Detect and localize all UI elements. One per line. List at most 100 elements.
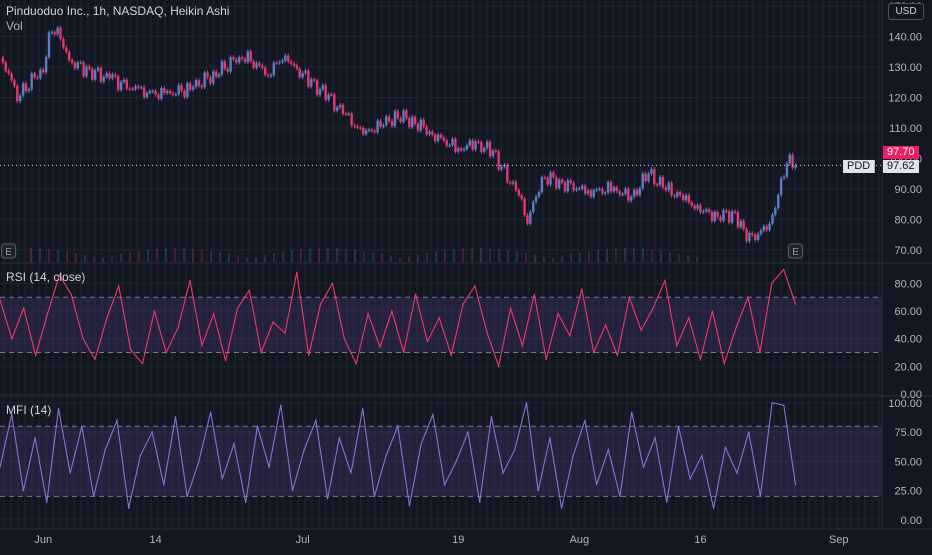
price-candle[interactable] xyxy=(275,62,278,64)
price-candle[interactable] xyxy=(500,166,503,170)
price-candle[interactable] xyxy=(385,116,388,126)
price-candle[interactable] xyxy=(361,127,365,135)
price-candle[interactable] xyxy=(396,111,399,119)
price-candle[interactable] xyxy=(670,182,673,196)
price-candle[interactable] xyxy=(376,120,379,133)
price-candle[interactable] xyxy=(704,209,708,212)
price-candle[interactable] xyxy=(673,195,676,197)
price-candle[interactable] xyxy=(514,181,518,191)
price-candle[interactable] xyxy=(174,94,178,96)
price-candle[interactable] xyxy=(474,141,477,150)
price-candle[interactable] xyxy=(624,188,627,194)
price-candle[interactable] xyxy=(67,51,71,61)
price-candle[interactable] xyxy=(595,189,598,191)
price-candle[interactable] xyxy=(676,192,679,197)
price-candle[interactable] xyxy=(209,77,212,84)
price-candle[interactable] xyxy=(318,89,322,95)
price-candle[interactable] xyxy=(416,123,420,131)
price-candle[interactable] xyxy=(70,60,74,63)
price-candle[interactable] xyxy=(217,74,221,77)
price-candle[interactable] xyxy=(122,79,126,82)
price-candle[interactable] xyxy=(148,91,152,93)
price-candle[interactable] xyxy=(142,87,146,98)
price-candle[interactable] xyxy=(454,139,457,152)
price-candle[interactable] xyxy=(508,182,512,184)
price-candle[interactable] xyxy=(206,72,209,78)
price-candle[interactable] xyxy=(586,190,590,194)
price-candle[interactable] xyxy=(214,71,218,77)
price-candle[interactable] xyxy=(557,179,561,188)
rsi-line[interactable] xyxy=(0,268,797,369)
price-candle[interactable] xyxy=(53,32,56,35)
price-candle[interactable] xyxy=(370,129,374,131)
price-candle[interactable] xyxy=(93,70,97,80)
price-candle[interactable] xyxy=(413,116,417,124)
price-candle[interactable] xyxy=(373,130,376,133)
price-candle[interactable] xyxy=(255,63,258,68)
price-candle[interactable] xyxy=(269,75,273,77)
price-candle[interactable] xyxy=(235,59,238,63)
price-candle[interactable] xyxy=(532,201,535,212)
price-candle[interactable] xyxy=(546,177,549,185)
price-candle[interactable] xyxy=(350,113,353,126)
price-candle[interactable] xyxy=(491,150,495,157)
price-candle[interactable] xyxy=(774,207,777,215)
price-candle[interactable] xyxy=(485,141,489,149)
price-candle[interactable] xyxy=(82,62,85,77)
price-candle[interactable] xyxy=(733,211,737,213)
price-candle[interactable] xyxy=(402,110,405,122)
price-candle[interactable] xyxy=(76,62,80,69)
price-candle[interactable] xyxy=(47,32,51,58)
price-candle[interactable] xyxy=(684,195,688,201)
price-candle[interactable] xyxy=(39,69,42,79)
price-candle[interactable] xyxy=(240,57,244,59)
price-candle[interactable] xyxy=(315,80,319,95)
price-candle[interactable] xyxy=(287,55,290,62)
price-candle[interactable] xyxy=(578,188,581,190)
price-candle[interactable] xyxy=(517,190,521,196)
price-candle[interactable] xyxy=(572,183,575,191)
price-candle[interactable] xyxy=(777,194,780,208)
price-candle[interactable] xyxy=(108,73,111,79)
price-candle[interactable] xyxy=(716,212,719,217)
price-candle[interactable] xyxy=(488,141,492,157)
price-candle[interactable] xyxy=(189,83,192,90)
price-candle[interactable] xyxy=(163,88,166,93)
price-candle[interactable] xyxy=(410,116,414,128)
price-candle[interactable] xyxy=(791,154,794,168)
price-candle[interactable] xyxy=(687,195,691,203)
price-candle[interactable] xyxy=(203,72,206,88)
price-candle[interactable] xyxy=(324,85,327,100)
price-candle[interactable] xyxy=(364,130,368,135)
price-candle[interactable] xyxy=(462,149,466,151)
price-candle[interactable] xyxy=(359,127,362,129)
price-candle[interactable] xyxy=(292,63,296,66)
price-candle[interactable] xyxy=(782,176,786,179)
price-candle[interactable] xyxy=(191,86,195,90)
price-candle[interactable] xyxy=(641,173,644,189)
price-candle[interactable] xyxy=(762,226,766,231)
price-candle[interactable] xyxy=(281,60,284,62)
price-candle[interactable] xyxy=(243,58,247,63)
price-candle[interactable] xyxy=(151,90,154,93)
price-candle[interactable] xyxy=(16,85,19,102)
price-candle[interactable] xyxy=(765,226,768,230)
price-candle[interactable] xyxy=(650,168,653,174)
price-candle[interactable] xyxy=(690,202,693,206)
price-candle[interactable] xyxy=(333,94,336,111)
price-candle[interactable] xyxy=(520,195,523,199)
price-candle[interactable] xyxy=(439,134,443,138)
price-candle[interactable] xyxy=(632,189,636,197)
price-candle[interactable] xyxy=(119,81,123,90)
price-candle[interactable] xyxy=(42,69,45,73)
price-candle[interactable] xyxy=(379,120,382,127)
price-candle[interactable] xyxy=(301,73,304,78)
price-candle[interactable] xyxy=(4,62,7,71)
price-candle[interactable] xyxy=(393,111,397,126)
price-candle[interactable] xyxy=(367,129,371,131)
price-candle[interactable] xyxy=(165,90,169,93)
price-candle[interactable] xyxy=(428,131,431,135)
price-candle[interactable] xyxy=(327,94,330,100)
price-candle[interactable] xyxy=(30,73,33,90)
